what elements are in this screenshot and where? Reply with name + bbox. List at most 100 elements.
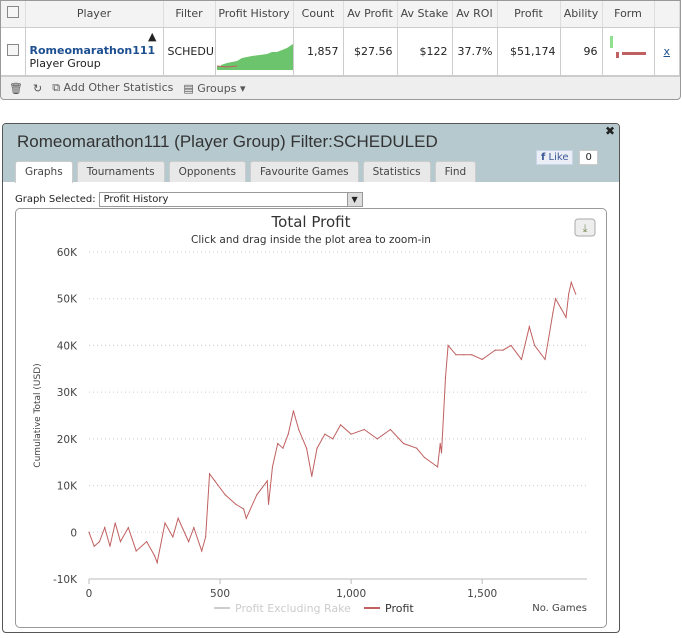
download-button[interactable] [574, 218, 596, 237]
x-tick-label: 0 [86, 588, 93, 600]
av-profit-cell: $27.56 [343, 27, 398, 77]
chart-container[interactable]: Total Profit Click and drag inside the pl… [15, 208, 607, 628]
data-point [471, 354, 473, 356]
data-point [552, 312, 554, 314]
col-profit[interactable]: Profit [497, 1, 561, 28]
data-point [266, 480, 268, 482]
data-point [481, 358, 483, 361]
data-point [119, 541, 122, 543]
data-point [455, 354, 457, 356]
filter-cell: SCHEDULED [163, 27, 216, 77]
data-point [350, 433, 352, 435]
data-point [554, 298, 557, 300]
like-count: 0 [579, 150, 598, 165]
data-point [214, 480, 216, 482]
legend-profit[interactable]: Profit [385, 602, 414, 615]
col-av-roi[interactable]: Av ROI [452, 1, 498, 28]
x-axis-label: No. Games [532, 603, 587, 614]
data-point [447, 344, 449, 347]
data-point [235, 503, 237, 505]
y-tick-label: -10K [53, 574, 78, 586]
tab-tournaments[interactable]: Tournaments [76, 161, 165, 182]
data-point [98, 541, 101, 543]
col-profit-history[interactable]: Profit History [215, 1, 294, 28]
y-tick-label: 40K [57, 340, 78, 352]
legend-profit-excluding-rake[interactable]: Profit Excluding Rake [235, 602, 351, 615]
trash-icon[interactable]: 🗑 [9, 81, 23, 95]
like-button[interactable]: f Like [536, 150, 574, 165]
data-point [271, 466, 274, 468]
refresh-icon[interactable]: ↻ [32, 81, 43, 95]
player-link[interactable]: Romeomarathon111 [29, 44, 156, 58]
player-window: Romeomarathon111 (Player Group) Filter:S… [2, 123, 620, 633]
col-count[interactable]: Count [293, 1, 344, 28]
form-chart [609, 35, 646, 58]
chart-subtitle: Click and drag inside the plot area to z… [191, 234, 431, 246]
data-point [316, 447, 318, 449]
data-point [423, 456, 426, 459]
dropdown-arrow-icon: ▼ [346, 193, 362, 206]
data-point [93, 545, 95, 547]
y-tick-label: 60K [57, 247, 78, 259]
col-filter[interactable]: Filter [163, 1, 216, 28]
count-cell: 1,857 [293, 27, 344, 77]
tab-find[interactable]: Find [434, 161, 477, 182]
data-point [568, 293, 570, 295]
data-point [502, 349, 504, 351]
data-point [243, 508, 245, 510]
data-point [193, 527, 195, 529]
groups-button[interactable]: ▤ Groups ▾ [183, 81, 246, 95]
shark-icon: ▲ [148, 29, 157, 43]
x-tick-label: 1,000 [336, 588, 366, 600]
data-point [104, 527, 106, 529]
data-point [324, 433, 326, 435]
data-point [494, 349, 496, 351]
data-point [544, 358, 546, 361]
x-tick-label: 1,500 [467, 588, 497, 600]
tab-opponents[interactable]: Opponents [168, 161, 246, 182]
close-icon[interactable]: ✖ [604, 124, 615, 138]
data-point [305, 447, 308, 449]
data-point [332, 438, 334, 440]
data-point [520, 358, 523, 361]
tab-graphs[interactable]: Graphs [15, 161, 73, 183]
data-point [172, 536, 174, 538]
window-title: Romeomarathon111 (Player Group) Filter:S… [17, 132, 438, 151]
remove-row-button[interactable]: x [663, 44, 670, 58]
data-point [533, 344, 536, 347]
data-point [298, 428, 300, 431]
profit-cell: $51,174 [497, 27, 561, 77]
data-point [575, 293, 577, 295]
graph-select[interactable]: Profit History ▼ [98, 192, 363, 207]
data-point [565, 316, 567, 318]
data-point [277, 442, 279, 445]
data-point [156, 562, 158, 564]
data-point [208, 473, 211, 475]
y-tick-label: 0 [70, 527, 77, 539]
add-statistics-button[interactable]: ⧉ Add Other Statistics [52, 81, 174, 94]
tab-favourite-games[interactable]: Favourite Games [249, 161, 359, 182]
tab-statistics[interactable]: Statistics [362, 161, 431, 182]
col-player[interactable]: Player [25, 1, 164, 28]
col-ability[interactable]: Ability [560, 1, 603, 28]
col-av-stake[interactable]: Av Stake [397, 1, 453, 28]
col-av-profit[interactable]: Av Profit [343, 1, 398, 28]
y-tick-label: 10K [57, 481, 78, 493]
data-point [510, 344, 512, 347]
profit-chart[interactable]: Total Profit Click and drag inside the pl… [16, 209, 606, 627]
data-point [440, 452, 443, 454]
data-point [201, 550, 203, 552]
data-point [146, 541, 148, 543]
data-point [311, 475, 313, 477]
data-point [135, 550, 137, 552]
profit-sparkline [216, 43, 293, 70]
av-stake-cell: $122 [397, 27, 453, 77]
col-form[interactable]: Form [602, 1, 655, 28]
select-all-checkbox[interactable] [6, 6, 19, 19]
data-point [437, 466, 439, 468]
add-icon: ⧉ [52, 81, 64, 94]
data-point [256, 494, 258, 496]
data-point [363, 428, 365, 431]
data-point [127, 527, 129, 529]
row-checkbox[interactable] [6, 43, 19, 56]
